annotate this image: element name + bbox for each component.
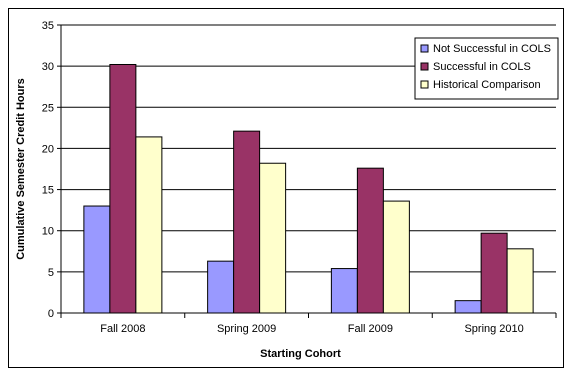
bar: [233, 130, 261, 314]
x-tick-label: Fall 2009: [348, 323, 393, 335]
x-axis-ticks: Fall 2008 Spring 2009 Fall 2009 Spring 2010: [60, 313, 557, 335]
legend-box: [414, 37, 559, 100]
bars: [83, 63, 534, 314]
bar: [109, 63, 137, 314]
bar: [330, 268, 358, 314]
bar: [259, 162, 287, 314]
bar: [135, 136, 163, 314]
x-tick-label: Fall 2008: [100, 323, 145, 335]
legend-swatch: [420, 44, 429, 53]
bar: [506, 248, 534, 314]
y-tick-label: 30: [42, 61, 54, 73]
x-axis-title: Starting Cohort: [260, 348, 341, 360]
x-tick-label: Spring 2009: [217, 323, 276, 335]
bar: [356, 167, 384, 314]
x-tick-label: Spring 2010: [464, 323, 523, 335]
legend: Not Successful in COLS Successful in COLS…: [414, 37, 559, 100]
y-tick-label: 35: [42, 20, 54, 32]
legend-swatch: [420, 80, 429, 89]
bar: [83, 205, 111, 314]
y-axis-ticks: 0 5 10 15 20 25 30 35: [42, 20, 61, 320]
bar: [454, 300, 482, 314]
y-tick-label: 0: [48, 308, 54, 320]
legend-label: Historical Comparison: [433, 79, 541, 91]
bar: [207, 260, 235, 314]
y-tick-label: 20: [42, 143, 54, 155]
y-tick-label: 10: [42, 226, 54, 238]
y-tick-label: 25: [42, 102, 54, 114]
y-tick-label: 5: [48, 267, 54, 279]
legend-label: Not Successful in COLS: [433, 43, 551, 55]
legend-label: Successful in COLS: [433, 61, 531, 73]
legend-swatch: [420, 62, 429, 71]
bar: [480, 232, 508, 314]
y-tick-label: 15: [42, 185, 54, 197]
bar: [382, 200, 410, 314]
y-axis-title: Cumulative Semester Credit Hours: [15, 78, 27, 260]
